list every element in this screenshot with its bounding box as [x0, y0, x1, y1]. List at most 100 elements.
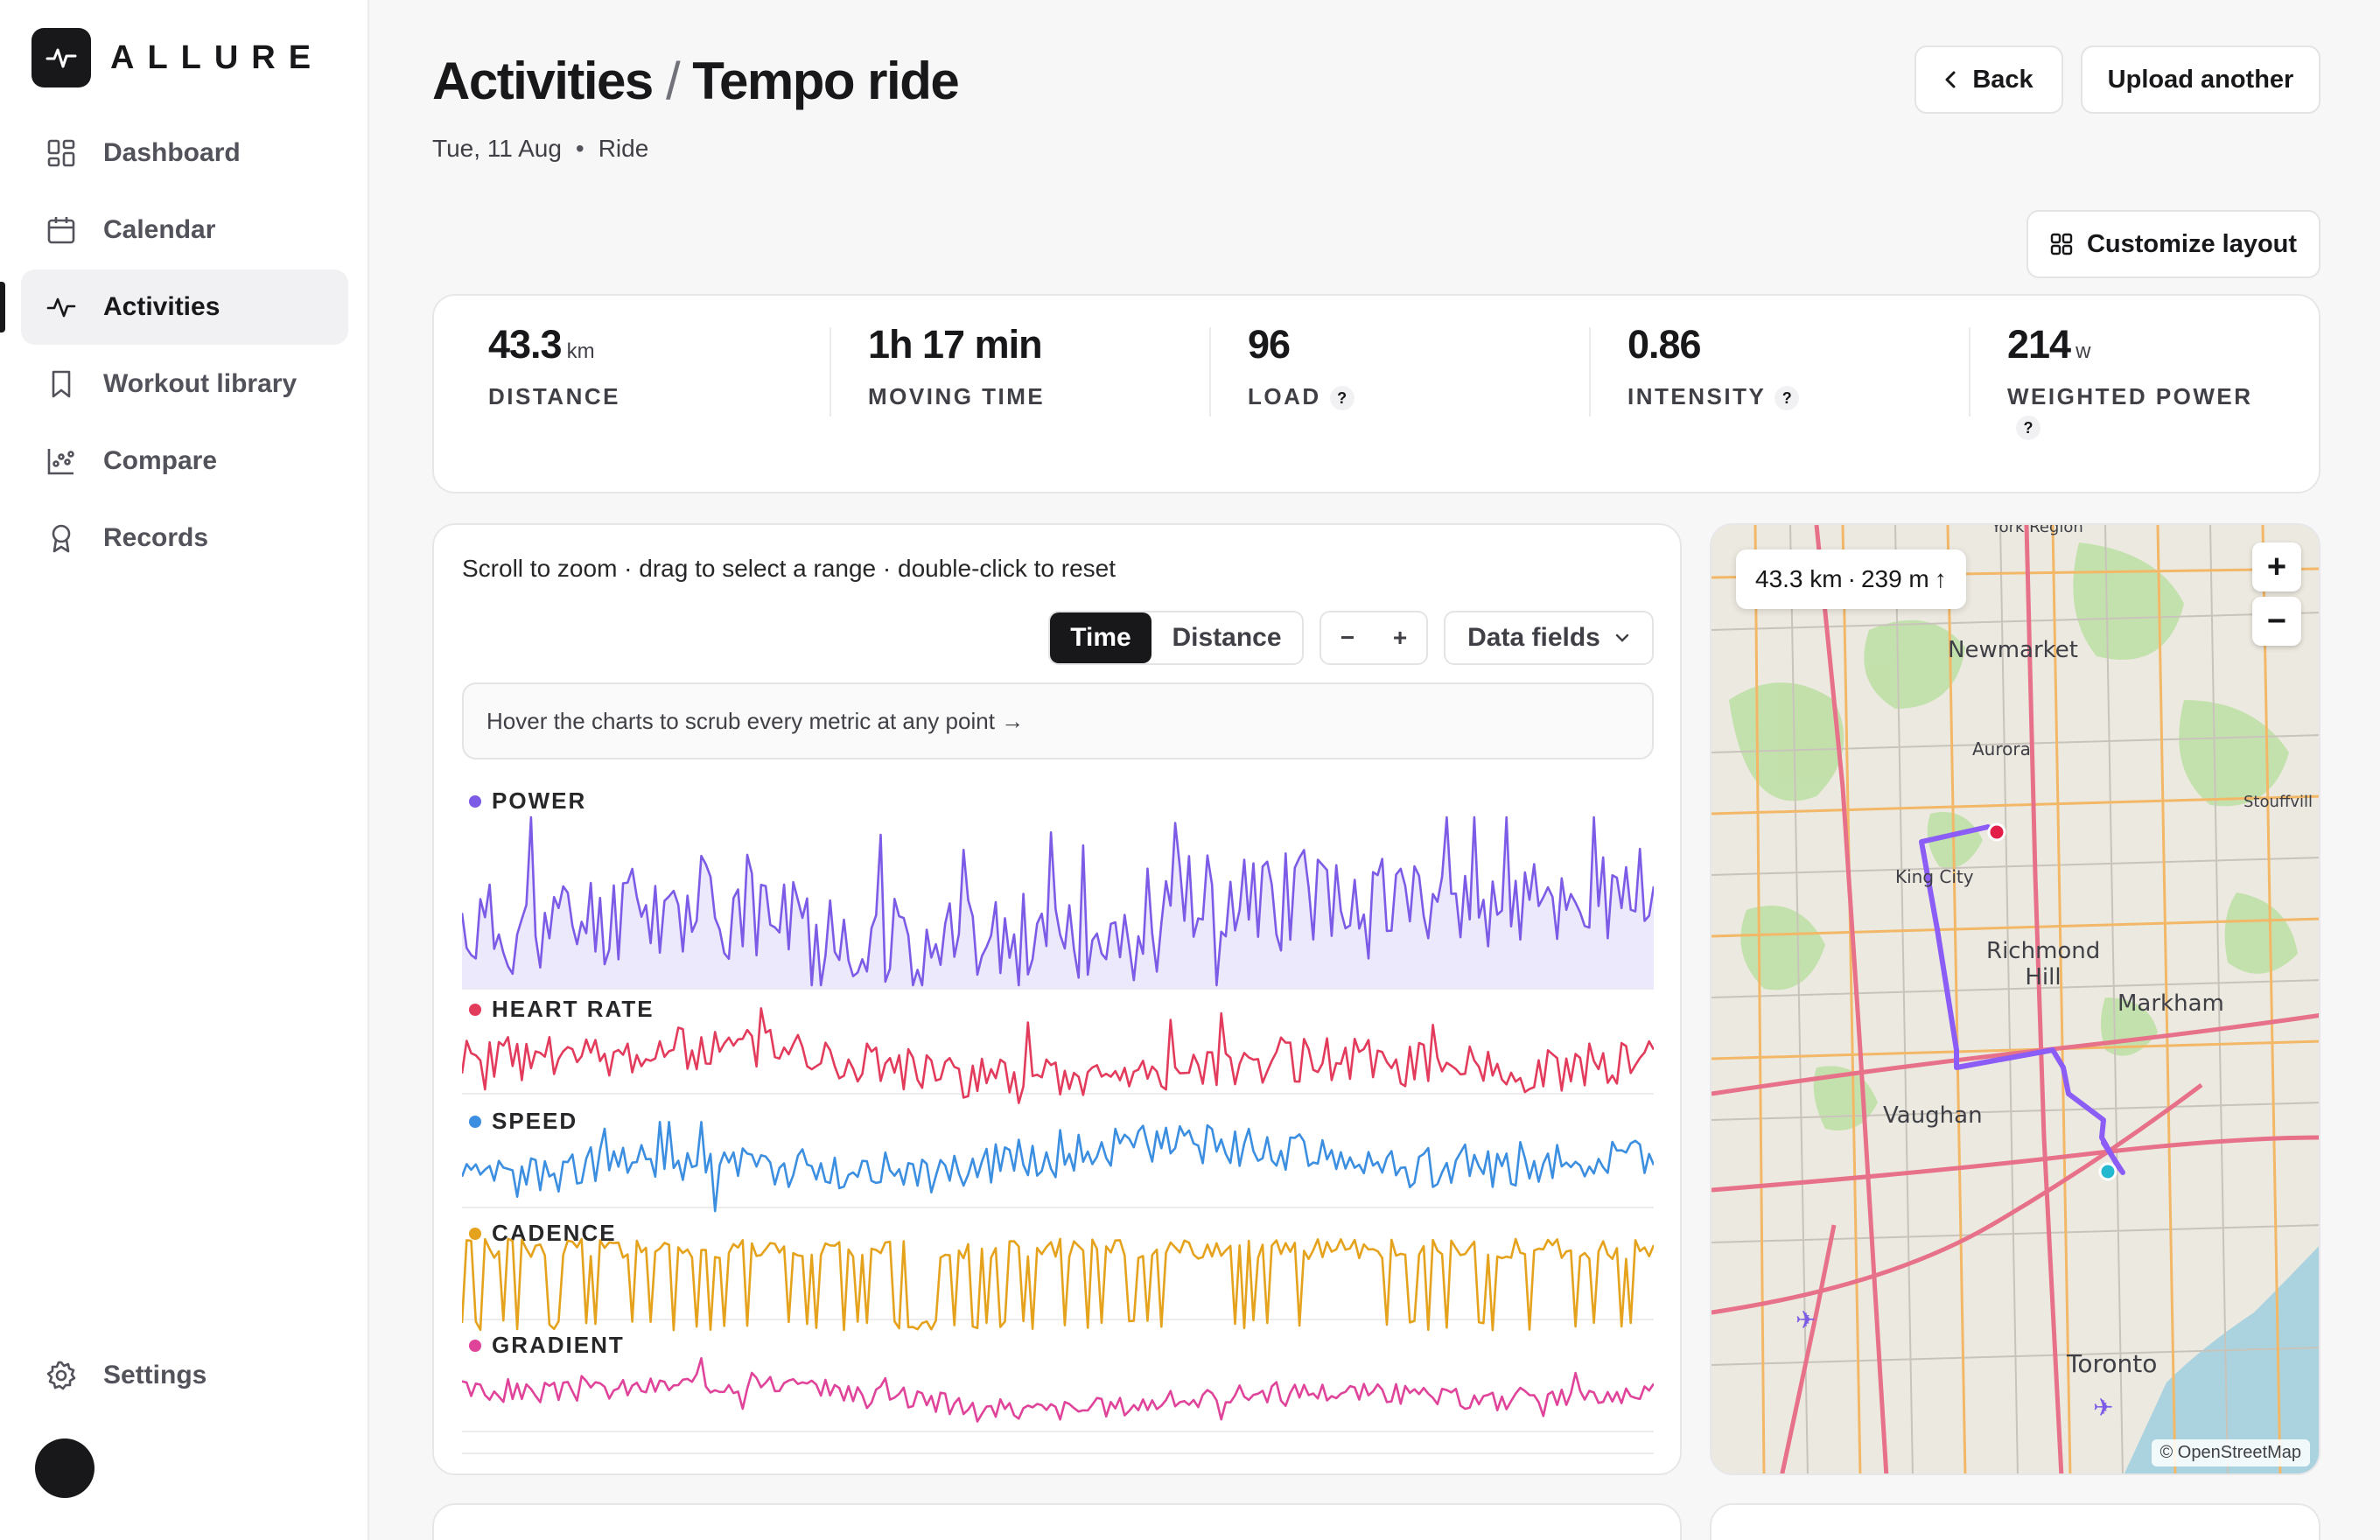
gradient-series-line	[462, 1357, 1654, 1423]
stat-intensity: 0.86 INTENSITY?	[1628, 322, 1800, 411]
back-label: Back	[1972, 65, 2034, 94]
lower-card-right	[1710, 1503, 2320, 1540]
speed-series-line	[462, 1121, 1654, 1213]
upload-another-button[interactable]: Upload another	[2081, 46, 2320, 114]
map-zoom-in-button[interactable]: +	[2252, 542, 2301, 592]
sidebar-item-dashboard[interactable]: Dashboard	[21, 116, 348, 191]
stat-unit: w	[2076, 340, 2091, 363]
route-map[interactable]: ✈ ✈ Newmarket Aurora King City Richmond …	[1710, 523, 2320, 1475]
stat-divider	[1589, 327, 1591, 416]
breadcrumb-root[interactable]: Activities	[432, 52, 654, 110]
stat-divider	[830, 327, 831, 416]
gradient-chart-label: GRADIENT	[469, 1332, 625, 1359]
map-canvas[interactable]: ✈ ✈	[1712, 525, 2320, 1475]
power-series-line	[462, 816, 1654, 987]
power-chart-label: POWER	[469, 788, 586, 815]
sidebar-item-label: Calendar	[103, 215, 216, 244]
customize-label: Customize layout	[2086, 229, 2298, 258]
sidebar-item-label: Workout library	[103, 369, 298, 398]
sidebar-item-workout-library[interactable]: Workout library	[21, 346, 348, 422]
pulse-icon	[32, 28, 91, 88]
breadcrumb-current: Tempo ride	[692, 52, 959, 110]
data-fields-dropdown[interactable]: Data fields	[1444, 611, 1654, 665]
layout-grid-icon	[2050, 233, 2073, 256]
customize-layout-button[interactable]: Customize layout	[2026, 210, 2320, 278]
chevron-left-icon	[1944, 70, 1956, 89]
cadence-series-line	[462, 1237, 1654, 1332]
chart-zoom-out-button[interactable]: −	[1340, 624, 1355, 651]
sidebar-item-settings[interactable]: Settings	[46, 1360, 206, 1391]
stat-label: MOVING TIME	[868, 383, 1046, 410]
map-label: Newmarket	[1948, 637, 2078, 663]
meta-dot: •	[575, 135, 584, 162]
stat-unit: km	[566, 340, 595, 363]
map-label: Vaughan	[1883, 1102, 1983, 1129]
page-title: Activities / Tempo ride	[432, 51, 960, 111]
heart-rate-series-line	[462, 1007, 1654, 1104]
sidebar-item-records[interactable]: Records	[21, 500, 348, 576]
sidebar: ALLURE Dashboard Calendar Activities Wor…	[0, 0, 369, 1540]
stat-weighted-power: 214 w WEIGHTED POWER ?	[2007, 322, 2253, 440]
app-logo[interactable]: ALLURE	[32, 28, 324, 88]
map-attribution[interactable]: © OpenStreetMap	[2151, 1439, 2310, 1466]
sidebar-item-label: Compare	[103, 446, 218, 475]
legend-dot	[469, 794, 481, 808]
calendar-icon	[46, 214, 77, 246]
stat-label: LOAD	[1248, 383, 1321, 410]
chart-title: HEART RATE	[492, 996, 654, 1022]
stat-distance: 43.3 km DISTANCE	[488, 322, 620, 410]
data-fields-label: Data fields	[1467, 623, 1600, 652]
stat-value: 0.86	[1628, 322, 1702, 367]
settings-label: Settings	[103, 1361, 207, 1390]
tab-time[interactable]: Time	[1050, 612, 1152, 663]
legend-dot	[469, 1115, 481, 1128]
stat-load: 96 LOAD?	[1248, 322, 1354, 411]
chart-zoom-in-button[interactable]: +	[1392, 624, 1408, 651]
breadcrumb-separator: /	[665, 52, 681, 110]
help-icon[interactable]: ?	[1774, 386, 1800, 411]
svg-text:✈: ✈	[2093, 1394, 2113, 1421]
stat-value: 96	[1248, 322, 1291, 367]
route-start-marker	[2098, 1162, 2118, 1181]
award-icon	[46, 522, 77, 554]
heart-rate-chart-label: HEART RATE	[469, 996, 654, 1023]
stat-label: INTENSITY	[1628, 383, 1767, 410]
activity-sport: Ride	[598, 135, 649, 162]
stat-divider	[1969, 327, 1970, 416]
upload-label: Upload another	[2107, 65, 2294, 94]
legend-dot	[469, 1003, 481, 1016]
map-label: King City	[1895, 866, 1974, 887]
stat-label: DISTANCE	[488, 383, 620, 410]
chart-divider	[462, 1452, 1654, 1454]
bookmark-icon	[46, 368, 77, 400]
stat-value: 214	[2007, 322, 2071, 367]
help-icon[interactable]: ?	[1329, 386, 1354, 411]
legend-dot	[469, 1227, 481, 1240]
route-distance: 43.3 km	[1755, 565, 1843, 592]
speed-chart-label: SPEED	[469, 1108, 578, 1135]
gear-icon	[46, 1360, 77, 1391]
lower-card-left	[432, 1503, 1682, 1540]
arrow-up-icon: ↑	[1934, 565, 1947, 592]
sidebar-item-compare[interactable]: Compare	[21, 424, 348, 499]
back-button[interactable]: Back	[1914, 46, 2063, 114]
tab-distance[interactable]: Distance	[1172, 623, 1282, 652]
x-axis-mode-toggle: Time Distance	[1048, 611, 1304, 665]
map-label: York Region	[1992, 523, 2083, 536]
activity-icon	[46, 291, 77, 323]
sidebar-item-activities[interactable]: Activities	[0, 270, 348, 345]
route-elevation: 239 m	[1860, 565, 1929, 592]
route-end-marker	[1987, 822, 2006, 842]
stat-moving-time: 1h 17 min MOVING TIME	[868, 322, 1045, 410]
help-icon[interactable]: ?	[2016, 416, 2040, 440]
sidebar-item-calendar[interactable]: Calendar	[21, 192, 348, 268]
stats-card: 43.3 km DISTANCE 1h 17 min MOVING TIME 96…	[432, 294, 2320, 494]
stat-value: 43.3	[488, 322, 563, 367]
avatar[interactable]	[35, 1438, 94, 1498]
app-name: ALLURE	[110, 38, 325, 76]
map-zoom-out-button[interactable]: −	[2252, 597, 2301, 646]
metrics-charts[interactable]	[462, 788, 1654, 1435]
map-label: Stouffvill	[2244, 793, 2313, 811]
charts-panel: Scroll to zoom · drag to select a range …	[432, 523, 1682, 1475]
scatter-icon	[46, 445, 77, 477]
